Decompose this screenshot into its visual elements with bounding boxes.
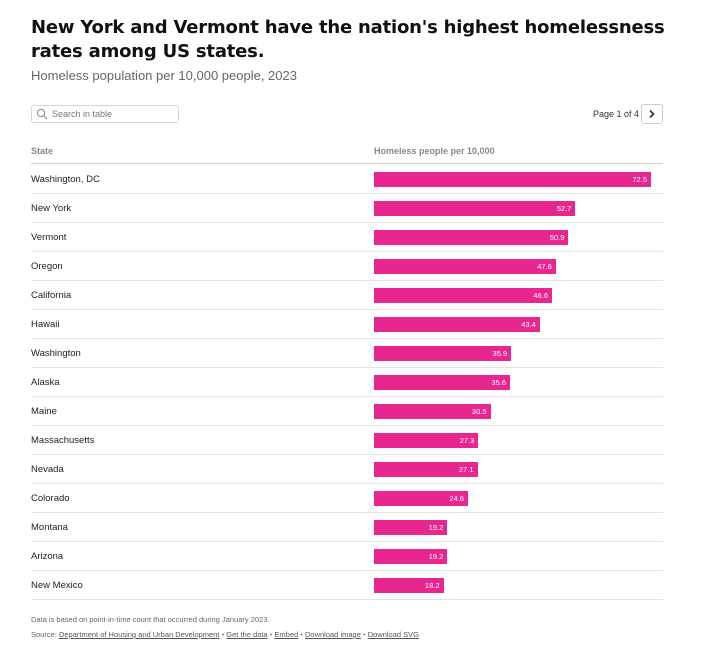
footnote: Data is based on point-in-time count tha… [31,615,270,624]
separator: • [362,630,366,639]
table-row: Hawaii 43.4 [31,310,663,339]
bar [374,549,448,564]
table-row: Alaska 35.6 [31,368,663,397]
search-icon [36,108,48,120]
bar [374,346,512,361]
bar-value-label: 52.7 [556,204,572,213]
table-row: Montana 19.2 [31,513,663,542]
bar-value-label: 35.6 [491,378,507,387]
bar-value-label: 19.2 [428,552,444,561]
bar [374,462,478,477]
state-label: Vermont [31,232,67,243]
table-row: Washington 35.9 [31,339,663,368]
table-row: Oregon 47.6 [31,252,663,281]
get-data-link[interactable]: Get the data [226,630,268,639]
bar [374,491,468,506]
state-label: New York [31,203,72,214]
bar-value-label: 47.6 [537,262,552,271]
bar [374,433,479,448]
separator: • [269,630,273,639]
bar-value-label: 50.9 [549,233,565,242]
bar [374,404,491,419]
bar [374,230,569,245]
table-row: Maine 30.5 [31,397,663,426]
source-link[interactable]: Department of Housing and Urban Developm… [58,630,220,639]
bar [374,578,444,593]
bar [374,172,651,187]
chart-subtitle: Homeless population per 10,000 people, 2… [31,68,297,83]
state-label: Washington, DC [31,174,100,185]
state-label: Maine [31,406,57,417]
separator: • [300,630,303,639]
bar-value-label: 30.5 [471,407,487,416]
bar [374,520,448,535]
page-indicator: Page 1 of 4 [593,109,640,119]
state-label: New Mexico [31,580,83,591]
next-page-button[interactable] [641,104,663,124]
table-search[interactable] [31,105,179,123]
bar-value-label: 35.9 [492,349,508,358]
table-row: New Mexico 18.2 [31,571,663,600]
bar-value-label: 19.2 [428,523,444,532]
bar-value-label: 27.3 [459,436,475,445]
state-label: Washington [31,348,81,359]
state-label: Montana [31,522,68,533]
table-row: New York 52.7 [31,194,663,223]
table-row: Washington, DC 72.5 [31,165,663,194]
state-label: Oregon [31,261,63,272]
state-label: California [31,290,72,301]
bar-value-label: 18.2 [424,581,440,590]
source-prefix: Source: [31,630,57,639]
state-label: Nevada [31,464,64,475]
table-row: Colorado 24.6 [31,484,663,513]
column-header-value[interactable]: Homeless people per 10,000 [374,146,495,156]
table-row: California 46.6 [31,281,663,310]
header-divider [31,163,663,164]
state-label: Colorado [31,493,70,504]
table-row: Massachusetts 27.3 [31,426,663,455]
download-image-link[interactable]: Download image [305,630,361,639]
source-line: Source: Department of Housing and Urban … [31,630,419,639]
download-svg-link[interactable]: Download SVG [367,630,419,639]
bar [374,317,540,332]
bar [374,288,553,303]
chart-title: New York and Vermont have the nation's h… [31,17,665,62]
bar-value-label: 72.5 [632,175,647,184]
table-row: Nevada 27.1 [31,455,663,484]
state-label: Arizona [31,551,64,562]
bar-value-label: 24.6 [449,494,464,503]
state-label: Hawaii [31,319,60,330]
chevron-right-icon [649,109,655,119]
bar [374,201,576,216]
bar [374,259,556,274]
bar-value-label: 46.6 [533,291,549,300]
column-header-state[interactable]: State [31,146,54,156]
search-input[interactable] [52,106,176,122]
table-row: Vermont 50.9 [31,223,663,252]
bar [374,375,511,390]
embed-link[interactable]: Embed [274,630,299,639]
state-label: Alaska [31,377,60,388]
bar-value-label: 27.1 [458,465,474,474]
state-label: Massachusetts [31,435,95,446]
separator: • [221,630,225,639]
table-row: Arizona 19.2 [31,542,663,571]
bar-value-label: 43.4 [521,320,536,329]
